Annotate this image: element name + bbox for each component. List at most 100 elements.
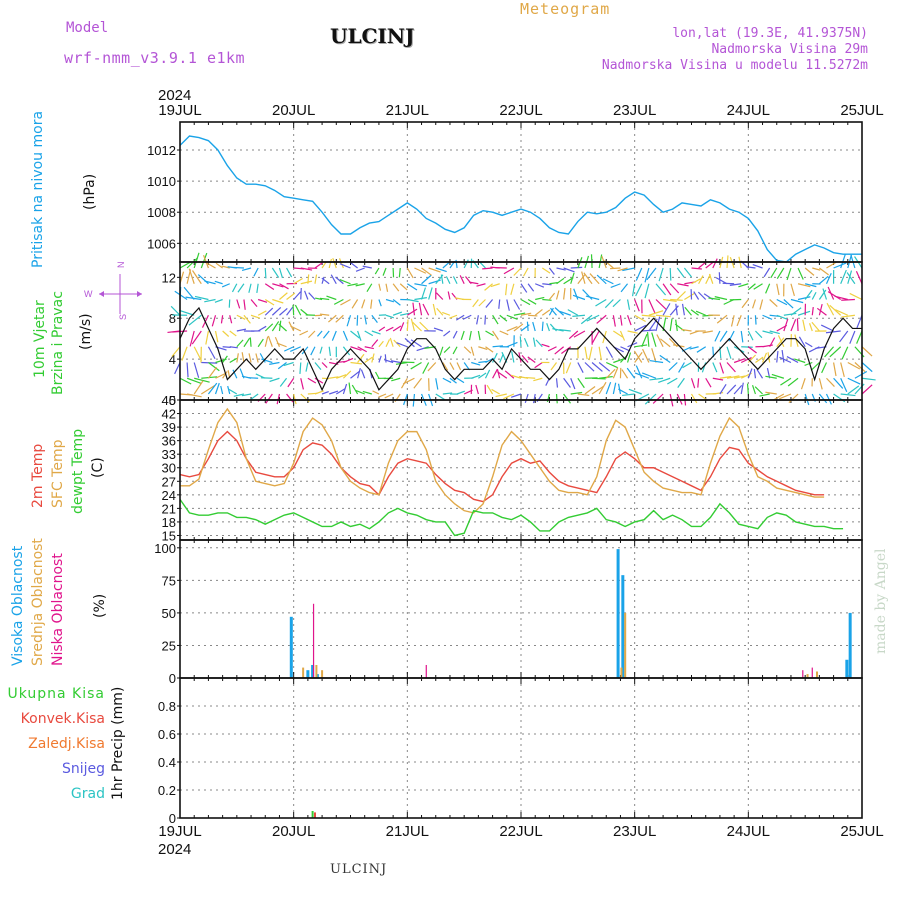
wind-arrow bbox=[655, 316, 661, 332]
wind-arrow bbox=[336, 374, 347, 379]
wind-arrow bbox=[400, 312, 410, 316]
wind-arrow bbox=[605, 368, 616, 379]
wind-arrow bbox=[786, 356, 799, 364]
wind-arrow bbox=[492, 330, 499, 340]
wind-arrow bbox=[378, 299, 382, 307]
x-tick-bottom-19jul: 19JUL bbox=[158, 823, 201, 840]
wind-arrow bbox=[293, 277, 303, 285]
wind-arrow bbox=[194, 377, 210, 383]
wind-arrow bbox=[520, 312, 532, 316]
wind-arrow bbox=[384, 354, 387, 363]
wind-arrow bbox=[708, 273, 714, 284]
wind-arrow bbox=[211, 315, 217, 327]
wind-arrow bbox=[485, 346, 494, 353]
wind-arrow bbox=[577, 377, 585, 389]
wind-arrow bbox=[541, 267, 551, 274]
wind-arrow bbox=[178, 309, 195, 316]
wind-arrow bbox=[658, 267, 664, 282]
wind-arrow bbox=[307, 274, 310, 284]
wind-arrow bbox=[410, 339, 422, 348]
wind-arrow bbox=[738, 283, 749, 288]
wind-arrow bbox=[613, 358, 625, 364]
wind-arrow bbox=[832, 362, 837, 377]
wind-arrow bbox=[649, 377, 664, 381]
wind-arrow bbox=[740, 330, 744, 343]
wind-arrow bbox=[233, 393, 245, 397]
wind-arrow bbox=[398, 267, 401, 278]
wind-arrow bbox=[278, 323, 287, 332]
wind-arrow bbox=[402, 377, 415, 385]
wind-arrow bbox=[348, 382, 352, 395]
wind-arrow bbox=[265, 393, 273, 404]
wind-arrow bbox=[541, 343, 550, 348]
wind-arrow bbox=[691, 278, 701, 285]
cloud-bar bbox=[302, 667, 305, 678]
wind-arrow bbox=[563, 393, 571, 404]
wind-arrow bbox=[228, 388, 238, 395]
wind-arrow bbox=[555, 290, 560, 300]
wind-arrow bbox=[762, 330, 773, 335]
wind-arrow bbox=[754, 386, 763, 395]
compass-n: N bbox=[116, 262, 126, 269]
temperature-y-tick: 27 bbox=[162, 474, 176, 489]
wind-arrow bbox=[267, 335, 273, 347]
location-info: lon,lat (19.3E, 41.9375N) bbox=[672, 26, 868, 41]
wind-arrow bbox=[733, 358, 746, 364]
wind-arrow bbox=[193, 362, 200, 378]
wind-arrow bbox=[171, 346, 181, 357]
wind-arrow bbox=[374, 267, 380, 275]
wind-arrow bbox=[779, 393, 792, 400]
wind-arrow bbox=[357, 368, 361, 379]
wind-arrow bbox=[762, 314, 773, 320]
wind-arrow bbox=[385, 298, 395, 303]
wind-arrow bbox=[188, 314, 202, 326]
wind-arrow bbox=[222, 371, 228, 379]
wind-arrow bbox=[581, 271, 586, 284]
wind-arrow bbox=[548, 307, 554, 316]
wind-arrow bbox=[596, 314, 607, 324]
wind-arrow bbox=[406, 319, 409, 332]
wind-arrow bbox=[279, 283, 289, 290]
wind-arrow bbox=[816, 307, 827, 316]
wind-arrow bbox=[278, 267, 284, 279]
wind-arrow bbox=[328, 314, 337, 323]
wind-arrow bbox=[776, 314, 788, 320]
wind-arrow bbox=[243, 299, 246, 310]
wind-arrow bbox=[271, 267, 280, 278]
wind-arrow bbox=[669, 305, 679, 316]
wind-arrow bbox=[712, 258, 718, 269]
wind-arrow bbox=[410, 318, 416, 332]
wind-arrow bbox=[470, 346, 475, 356]
wind-arrow bbox=[314, 274, 318, 284]
wind-arrow bbox=[385, 326, 394, 332]
legend-freezing-rain: Zaledj.Kisa bbox=[28, 736, 105, 752]
wind-arrow bbox=[684, 292, 695, 301]
wind-arrow bbox=[765, 391, 777, 395]
wind-arrow bbox=[322, 330, 330, 339]
wind-arrow bbox=[563, 377, 571, 388]
precip-bar bbox=[313, 812, 316, 818]
wind-arrow bbox=[620, 346, 631, 352]
wind-arrow bbox=[248, 353, 252, 363]
cloud-bar bbox=[312, 603, 315, 678]
wind-arrow bbox=[520, 283, 528, 293]
wind-arrow bbox=[442, 261, 451, 269]
wind-arrow bbox=[300, 308, 309, 316]
wind-arrow bbox=[552, 328, 564, 332]
wind-arrow bbox=[811, 321, 820, 332]
wind-arrow bbox=[546, 323, 550, 332]
wind-arrow bbox=[436, 307, 444, 316]
wind-arrow bbox=[736, 315, 742, 327]
wind-arrow bbox=[300, 280, 313, 285]
precipitation-y-tick: 0.4 bbox=[158, 755, 176, 770]
wind-arrow bbox=[532, 393, 536, 404]
wind-arrow bbox=[635, 283, 643, 297]
wind-arrow bbox=[435, 378, 439, 390]
wind-arrow bbox=[331, 330, 337, 341]
wind-arrow bbox=[810, 362, 820, 371]
wind-arrow bbox=[776, 350, 779, 363]
wind-arrow bbox=[740, 356, 752, 364]
wind-arrow bbox=[697, 378, 700, 388]
wind-arrow bbox=[573, 330, 586, 338]
wind-arrow bbox=[670, 298, 683, 301]
